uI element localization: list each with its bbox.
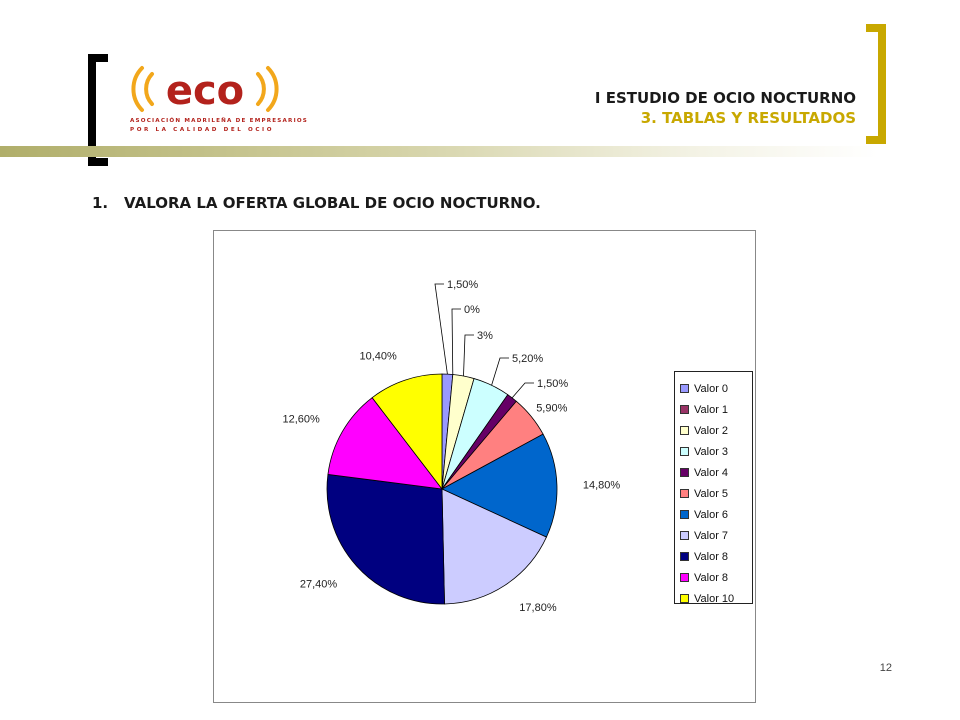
legend-swatch-0 [680, 384, 689, 393]
legend-swatch-6 [680, 510, 689, 519]
legend-swatch-9 [680, 573, 689, 582]
legend-item-2: Valor 2 [675, 420, 752, 441]
slice-label-9: 12,60% [282, 414, 320, 426]
question-heading: 1. VALORA LA OFERTA GLOBAL DE OCIO NOCTUR… [92, 194, 541, 212]
pie-slice-10 [371, 373, 443, 491]
leader-line-4 [511, 382, 534, 399]
legend-item-0: Valor 0 [675, 378, 752, 399]
legend-label-6: Valor 6 [694, 508, 729, 521]
slice-label-8: 27,40% [300, 578, 338, 590]
leader-line-3 [491, 357, 509, 386]
legend-swatch-3 [680, 447, 689, 456]
logo-left-wave-outer [131, 66, 144, 112]
legend-swatch-1 [680, 405, 689, 414]
legend-label-4: Valor 4 [694, 466, 729, 479]
legend-item-4: Valor 4 [675, 462, 752, 483]
logo-right-wave-outer [266, 66, 279, 112]
legend-label-9: Valor 8 [694, 571, 729, 584]
legend-swatch-10 [680, 594, 689, 603]
slice-label-0: 1,50% [447, 279, 478, 291]
legend-label-0: Valor 0 [694, 382, 729, 395]
header-gradient-band [0, 146, 878, 157]
legend-label-10: Valor 10 [694, 592, 735, 605]
legend-item-1: Valor 1 [675, 399, 752, 420]
legend-item-10: Valor 10 [675, 588, 752, 609]
logo-subtitle-line2: POR LA CALIDAD DEL OCIO [130, 127, 275, 133]
slice-label-6: 14,80% [583, 479, 621, 491]
slice-label-5: 5,90% [536, 403, 567, 415]
logo-right-wave-inner [256, 72, 266, 106]
legend-item-3: Valor 3 [675, 441, 752, 462]
legend-swatch-8 [680, 552, 689, 561]
header-title-block: I ESTUDIO DE OCIO NOCTURNO 3. TABLAS Y R… [595, 88, 856, 128]
page-number: 12 [879, 662, 892, 674]
legend-swatch-2 [680, 426, 689, 435]
question-number: 1. [92, 194, 109, 212]
legend-label-8: Valor 8 [694, 550, 729, 563]
header-subtitle: 3. TABLAS Y RESULTADOS [640, 109, 856, 127]
legend-label-7: Valor 7 [694, 529, 729, 542]
pie-slice-8 [326, 473, 445, 605]
legend-swatch-7 [680, 531, 689, 540]
legend-item-9: Valor 8 [675, 567, 752, 588]
legend-item-7: Valor 7 [675, 525, 752, 546]
leader-line-0 [434, 283, 448, 375]
slice-label-3: 5,20% [512, 353, 543, 365]
left-bracket-decoration [88, 54, 108, 166]
slice-label-10: 10,40% [359, 350, 397, 362]
legend-item-6: Valor 6 [675, 504, 752, 525]
eco-logo: eco [131, 66, 279, 114]
pie-chart: 1,50% 0% 3% 5,20% 1,50% 5,90% 14,80% 17,80% 27,4… [282, 279, 621, 614]
leader-line-2 [463, 334, 474, 377]
legend-item-5: Valor 5 [675, 483, 752, 504]
pie-slice-9 [327, 397, 443, 490]
slice-label-2: 3% [477, 330, 493, 342]
legend-item-8: Valor 8 [675, 546, 752, 567]
legend-label-2: Valor 2 [694, 424, 729, 437]
header-title: I ESTUDIO DE OCIO NOCTURNO [594, 89, 856, 107]
slice-label-7: 17,80% [519, 602, 557, 614]
question-text: VALORA LA OFERTA GLOBAL DE OCIO NOCTURNO… [124, 194, 541, 212]
leader-line-1 [451, 308, 461, 375]
chart-legend: Valor 0 Valor 1 Valor 2 Valor 3 Valor 4 Valor… [674, 371, 753, 605]
logo-subtitle-line1: ASOCIACIÓN MADRILEÑA DE EMPRESARIOS [130, 118, 309, 124]
legend-label-5: Valor 5 [694, 487, 729, 500]
chart-frame: 1,50% 0% 3% 5,20% 1,50% 5,90% 14,80% 17,80% 27,4… [213, 230, 756, 703]
legend-label-3: Valor 3 [694, 445, 729, 458]
logo-wordmark: eco [166, 68, 244, 114]
slice-label-4: 1,50% [537, 378, 568, 390]
legend-swatch-5 [680, 489, 689, 498]
legend-label-1: Valor 1 [694, 403, 729, 416]
right-bracket-decoration [866, 24, 886, 144]
slice-label-1: 0% [464, 304, 480, 316]
pie-slice-6 [441, 433, 558, 538]
logo-left-wave-inner [144, 72, 154, 106]
pie-slice-7 [441, 488, 547, 605]
legend-swatch-4 [680, 468, 689, 477]
